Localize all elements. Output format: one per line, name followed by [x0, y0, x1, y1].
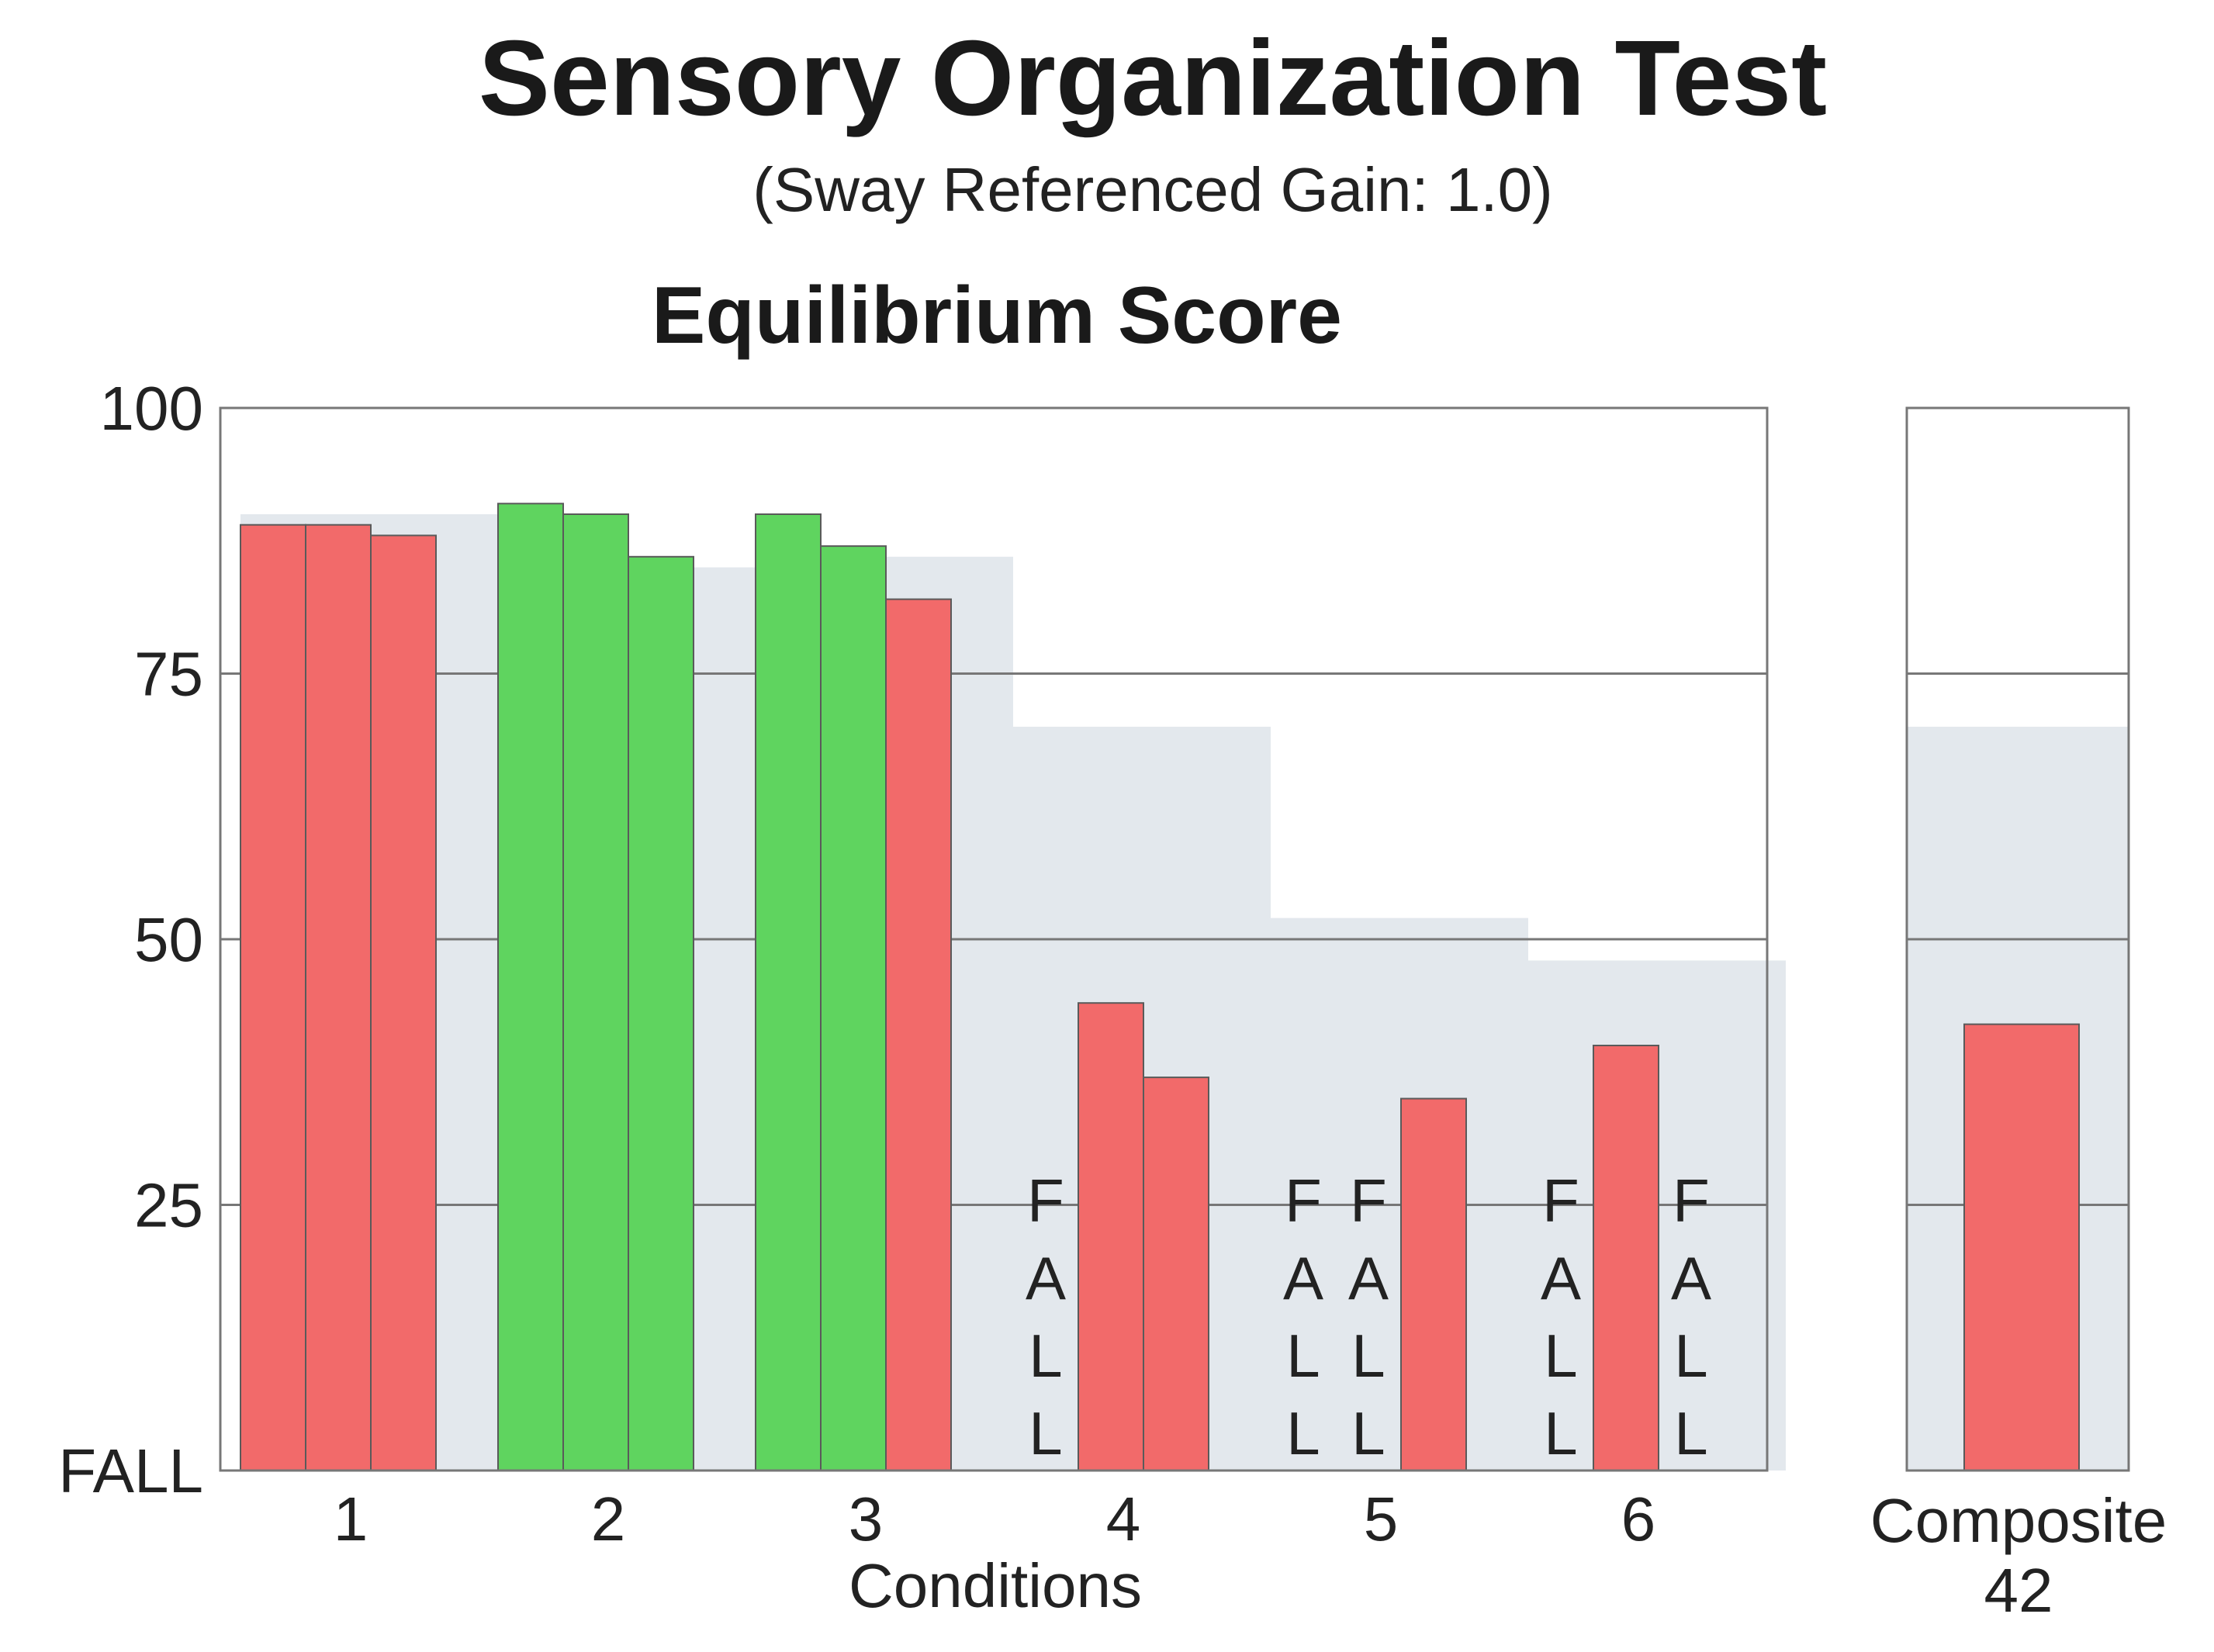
- x-tick-label-5: 5: [1364, 1484, 1399, 1554]
- fall-letter-cond5-trial2: F: [1350, 1166, 1387, 1235]
- fall-letter-cond5-trial2: A: [1348, 1244, 1389, 1312]
- bar-cond2-trial1: [497, 503, 564, 1471]
- bar-cond1-trial1: [240, 524, 306, 1472]
- fall-letter-cond6-trial3: L: [1674, 1399, 1707, 1467]
- fall-letter-cond5-trial1: F: [1285, 1166, 1322, 1235]
- panel-title: Equilibrium Score: [652, 271, 1342, 361]
- composite-score: 42: [1984, 1556, 2053, 1625]
- fall-letter-cond4-trial1: L: [1029, 1322, 1062, 1390]
- fall-letter-cond4-trial1: F: [1027, 1166, 1064, 1235]
- bar-cond3-trial2: [820, 545, 887, 1471]
- y-axis-ticks: 100 75 50 25 FALL: [58, 374, 203, 1505]
- x-tick-label-6: 6: [1621, 1484, 1656, 1554]
- fall-letter-cond6-trial1: A: [1541, 1244, 1581, 1312]
- fall-letter-cond6-trial1: L: [1544, 1399, 1577, 1467]
- y-tick-label-25: 25: [134, 1171, 203, 1240]
- bar-cond3-trial3: [885, 598, 952, 1471]
- composite-panel-frame: [1905, 406, 2130, 1472]
- x-axis-ticks: 1 2 3 4 5 6: [334, 1484, 1656, 1554]
- chart-subtitle: (Sway Referenced Gain: 1.0): [752, 155, 1553, 224]
- bar-cond5-trial3: [1400, 1097, 1467, 1471]
- bar-cond1-trial2: [305, 524, 372, 1472]
- fall-letter-cond6-trial3: L: [1674, 1322, 1707, 1390]
- fall-letter-cond5-trial1: L: [1286, 1399, 1320, 1467]
- main-panel-frame: [219, 406, 1769, 1472]
- y-tick-label-0: FALL: [58, 1436, 203, 1505]
- bar-cond2-trial2: [562, 513, 629, 1471]
- fall-letter-cond4-trial1: L: [1029, 1399, 1062, 1467]
- y-tick-label-75: 75: [134, 640, 203, 709]
- fall-letter-cond6-trial1: F: [1542, 1166, 1579, 1235]
- fall-letter-cond5-trial1: L: [1286, 1322, 1320, 1390]
- normal-range-condition-5: [1271, 918, 1528, 1471]
- fall-letter-cond4-trial1: A: [1026, 1244, 1066, 1312]
- x-axis-title: Conditions: [849, 1551, 1142, 1620]
- bar-cond4-trial2: [1078, 1002, 1144, 1471]
- y-tick-label-100: 100: [100, 374, 203, 443]
- bar-cond6-trial2: [1593, 1045, 1659, 1471]
- bar-cond4-trial3: [1143, 1077, 1209, 1471]
- bar-cond2-trial3: [628, 555, 694, 1471]
- fall-letter-cond5-trial1: A: [1283, 1244, 1323, 1312]
- fall-letter-cond5-trial2: L: [1351, 1399, 1385, 1467]
- composite-plot-panel: [1905, 406, 2130, 1472]
- bar-cond1-trial3: [370, 534, 437, 1471]
- x-tick-label-4: 4: [1106, 1484, 1141, 1554]
- fall-letter-cond6-trial1: L: [1544, 1322, 1577, 1390]
- x-tick-label-1: 1: [334, 1484, 368, 1554]
- fall-letter-cond5-trial2: L: [1351, 1322, 1385, 1390]
- x-tick-label-2: 2: [591, 1484, 626, 1554]
- y-tick-label-50: 50: [134, 905, 203, 974]
- chart-title: Sensory Organization Test: [479, 19, 1827, 138]
- fall-letter-cond6-trial3: F: [1673, 1166, 1710, 1235]
- fall-letter-cond6-trial3: A: [1671, 1244, 1711, 1312]
- bar-cond3-trial1: [755, 513, 822, 1471]
- x-tick-label-3: 3: [849, 1484, 884, 1554]
- composite-label: Composite: [1870, 1486, 2167, 1555]
- bar-composite: [1963, 1023, 2080, 1471]
